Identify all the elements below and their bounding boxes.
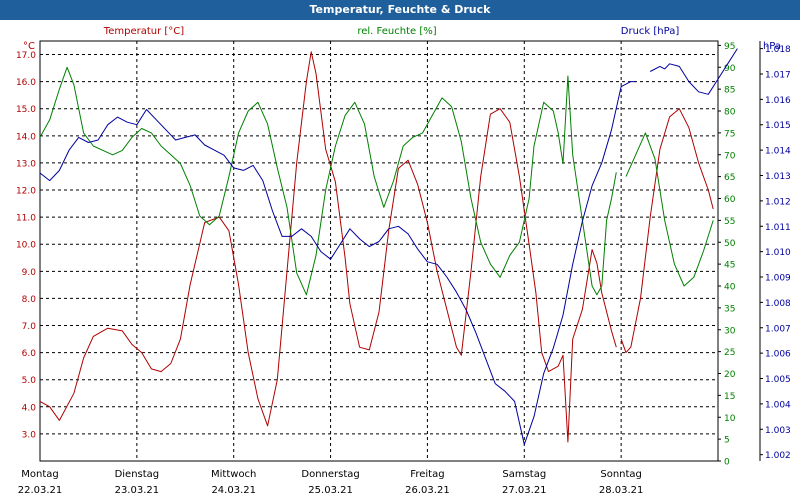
chart-area: °C Temperatur [°C] rel. Feuchte [%] Druc… (16, 26, 791, 496)
pressure-tick-label: 1.005 (765, 375, 791, 385)
temp-tick-label: 5.0 (22, 376, 37, 386)
pressure-tick-label: 1.002 (765, 451, 791, 461)
day-name-label: Freitag (410, 469, 444, 480)
pressure-series-label: Druck [hPa] (621, 26, 680, 37)
pressure-line (39, 81, 636, 445)
humidity-tick-label: 50 (724, 239, 736, 249)
temp-tick-label: 13.0 (16, 159, 36, 169)
temp-tick-label: 15.0 (16, 105, 36, 115)
humidity-tick-label: 10 (724, 414, 736, 424)
temperature-line (620, 108, 714, 354)
pressure-tick-label: 1.006 (765, 350, 791, 360)
temp-tick-label: 17.0 (16, 51, 36, 61)
humidity-tick-label: 95 (724, 42, 735, 52)
temp-tick-label: 4.0 (22, 403, 37, 413)
temp-tick-label: 11.0 (16, 214, 36, 224)
temp-tick-label: 7.0 (22, 322, 37, 332)
pressure-tick-label: 1.004 (765, 400, 791, 410)
pressure-tick-label: 1.016 (765, 96, 791, 106)
temp-series-label: Temperatur [°C] (103, 26, 184, 37)
pressure-tick-label: 1.017 (765, 70, 791, 80)
humidity-line (39, 66, 617, 296)
pressure-tick-label: 1.008 (765, 299, 791, 309)
day-name-label: Dienstag (115, 469, 160, 480)
pressure-tick-label: 1.018 (765, 45, 791, 55)
day-date-label: 24.03.21 (211, 485, 256, 496)
chart-title: Temperatur, Feuchte & Druck (0, 0, 800, 20)
humidity-tick-label: 0 (724, 458, 730, 468)
humidity-tick-label: 25 (724, 348, 735, 358)
humidity-tick-label: 75 (724, 129, 735, 139)
day-name-label: Mittwoch (211, 469, 256, 480)
humidity-line (625, 132, 714, 287)
humidity-tick-label: 30 (724, 326, 736, 336)
day-date-label: 23.03.21 (115, 485, 160, 496)
humidity-tick-label: 60 (724, 195, 736, 205)
day-date-label: 27.03.21 (502, 485, 547, 496)
humidity-tick-label: 35 (724, 304, 735, 314)
pressure-tick-label: 1.014 (765, 147, 791, 157)
temp-tick-label: 9.0 (22, 268, 37, 278)
humidity-tick-label: 20 (724, 370, 736, 380)
pressure-line (649, 48, 738, 95)
day-date-label: 28.03.21 (599, 485, 644, 496)
temp-tick-label: 8.0 (22, 295, 37, 305)
day-date-label: 25.03.21 (308, 485, 353, 496)
humidity-tick-label: 65 (724, 173, 735, 183)
humidity-tick-label: 15 (724, 392, 735, 402)
axis-ticks: 3.0 4.0 5.0 6.0 7.0 8.0 9.0 10.0 11.0 12.0 13.0 14.… (16, 42, 791, 496)
humidity-tick-label: 40 (724, 283, 736, 293)
plot-frame (39, 40, 719, 462)
pressure-tick-label: 1.010 (765, 248, 791, 258)
pressure-tick-label: 1.013 (765, 172, 791, 182)
gridlines (40, 41, 718, 461)
series-lines (39, 48, 738, 445)
pressure-tick-label: 1.011 (765, 223, 791, 233)
day-name-label: Sonntag (600, 469, 642, 480)
pressure-tick-label: 1.012 (765, 197, 791, 207)
humidity-tick-label: 85 (724, 86, 735, 96)
temp-tick-label: 3.0 (22, 430, 37, 440)
day-name-label: Montag (21, 469, 58, 480)
day-date-label: 26.03.21 (405, 485, 450, 496)
humidity-tick-label: 5 (724, 436, 730, 446)
humidity-series-label: rel. Feuchte [%] (357, 26, 436, 37)
pressure-tick-label: 1.009 (765, 274, 791, 284)
temp-tick-label: 16.0 (16, 78, 36, 88)
pressure-tick-label: 1.015 (765, 121, 791, 131)
pressure-unit-label: hPa (763, 41, 781, 52)
pressure-tick-label: 1.003 (765, 426, 791, 436)
temp-tick-label: 12.0 (16, 187, 36, 197)
day-name-label: Samstag (502, 469, 546, 480)
temp-tick-label: 10.0 (16, 241, 36, 251)
humidity-tick-label: 55 (724, 217, 735, 227)
humidity-tick-label: 45 (724, 261, 735, 271)
temp-tick-label: 6.0 (22, 349, 37, 359)
pressure-tick-label: 1.007 (765, 324, 791, 334)
temperature-line (39, 51, 617, 443)
temp-tick-label: 14.0 (16, 132, 36, 142)
temp-unit-label: °C (23, 41, 35, 52)
humidity-tick-label: 70 (724, 151, 736, 161)
day-name-label: Donnerstag (301, 469, 359, 480)
humidity-tick-label: 90 (724, 64, 736, 74)
day-date-label: 22.03.21 (18, 485, 63, 496)
humidity-tick-label: 80 (724, 108, 736, 118)
